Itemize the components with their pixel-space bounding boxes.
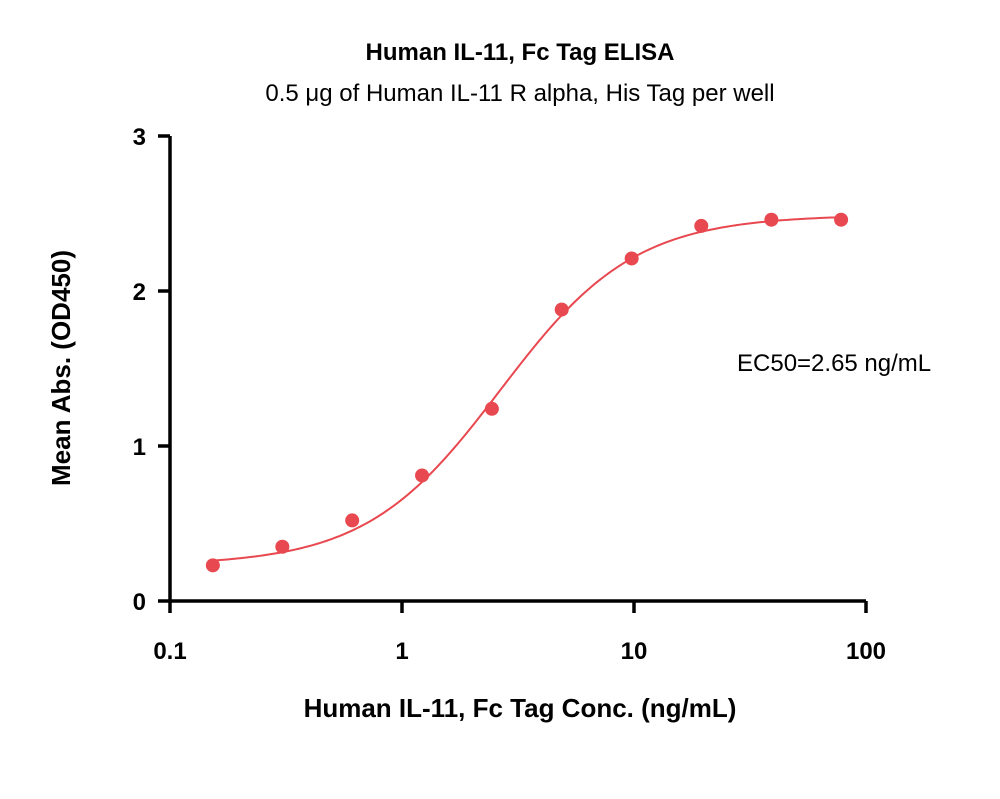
data-point: [834, 212, 849, 227]
x-axis-label: Human IL-11, Fc Tag Conc. (ng/mL): [304, 693, 737, 723]
y-axis-label: Mean Abs. (OD450): [46, 250, 76, 486]
x-tick-label: 100: [846, 638, 886, 665]
y-tick-label: 3: [133, 124, 146, 151]
x-axis-ticks: 0.1 1 10 100: [153, 601, 886, 665]
plot-area: [205, 212, 849, 573]
x-tick-label: 1: [395, 638, 408, 665]
chart-subtitle: 0.5 μg of Human IL-11 R alpha, His Tag p…: [265, 80, 774, 107]
fit-curve: [212, 216, 842, 562]
chart-title: Human IL-11, Fc Tag ELISA: [366, 39, 675, 66]
data-point: [345, 513, 360, 528]
x-tick-label: 0.1: [153, 638, 186, 665]
y-axis-ticks: 0 1 2 3: [133, 124, 170, 616]
data-point: [554, 302, 569, 317]
data-point: [415, 468, 430, 483]
y-tick-label: 0: [133, 589, 146, 616]
data-point: [275, 539, 290, 554]
data-point: [484, 401, 499, 416]
data-point: [764, 212, 779, 227]
ec50-annotation: EC50=2.65 ng/mL: [737, 350, 931, 377]
data-point: [624, 251, 639, 266]
x-tick-label: 10: [621, 638, 648, 665]
data-points: [205, 212, 849, 573]
y-tick-label: 1: [133, 434, 146, 461]
data-point: [694, 218, 709, 233]
data-point: [205, 558, 220, 573]
y-tick-label: 2: [133, 279, 146, 306]
